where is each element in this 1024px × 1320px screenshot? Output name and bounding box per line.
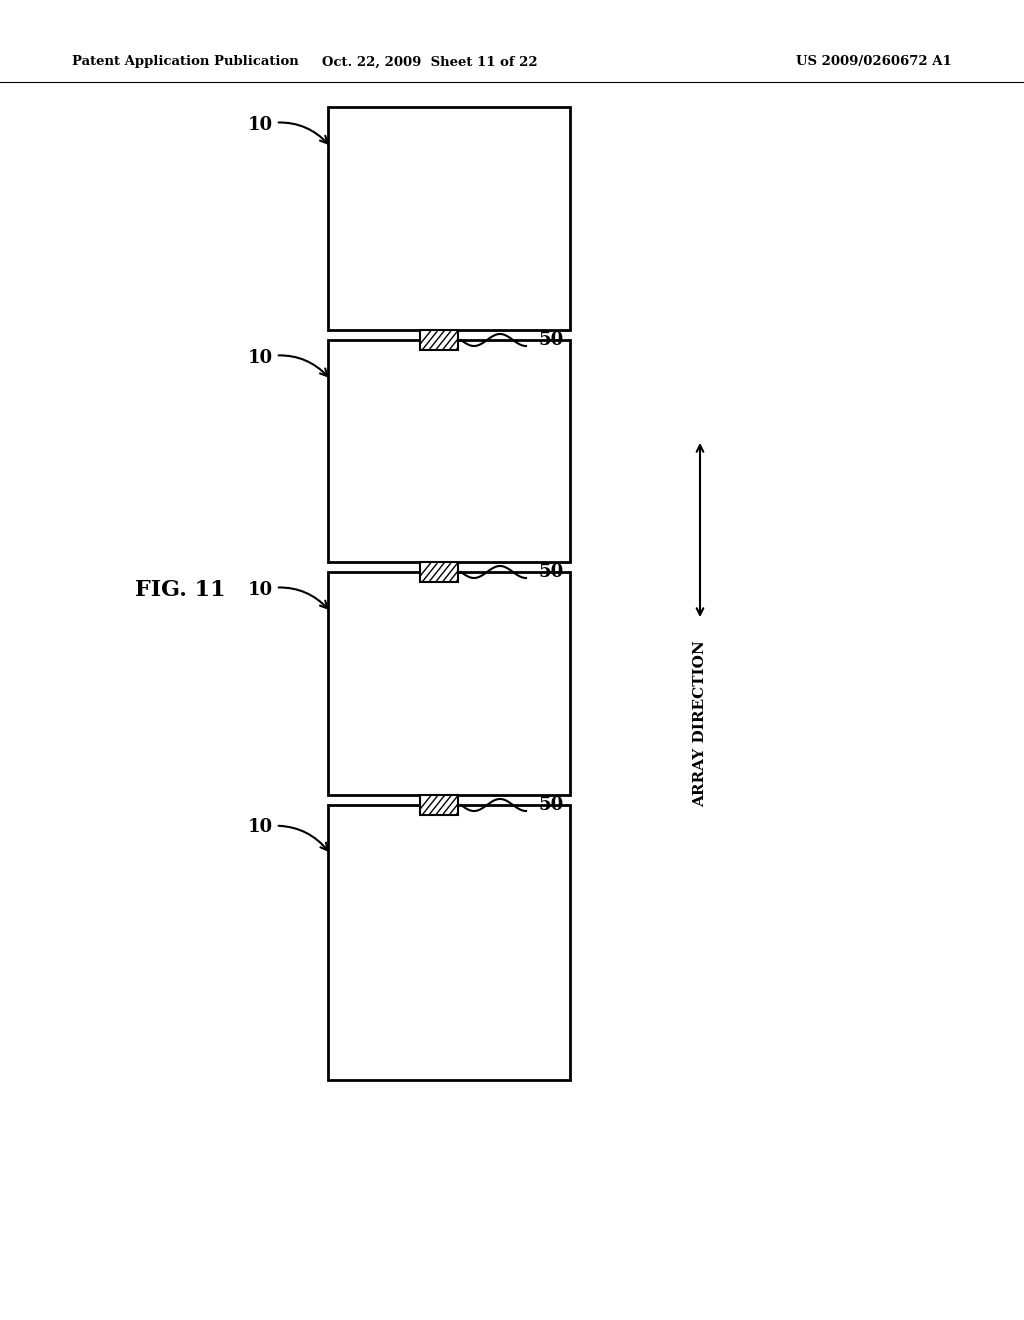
Text: 50: 50 [538, 331, 563, 348]
Bar [420, 330, 458, 350]
Bar [420, 562, 458, 582]
Text: Patent Application Publication: Patent Application Publication [72, 55, 299, 69]
Bar [328, 572, 570, 795]
Text: FIG. 11: FIG. 11 [135, 579, 225, 601]
Bar [328, 341, 570, 562]
Text: US 2009/0260672 A1: US 2009/0260672 A1 [797, 55, 952, 69]
Text: 10: 10 [248, 116, 328, 144]
Text: ARRAY DIRECTION: ARRAY DIRECTION [693, 640, 707, 807]
Text: 10: 10 [248, 818, 328, 850]
Text: 10: 10 [248, 348, 328, 376]
Bar [328, 805, 570, 1080]
Bar [328, 107, 570, 330]
Text: 50: 50 [538, 564, 563, 581]
Text: 10: 10 [248, 581, 328, 609]
Bar [420, 795, 458, 814]
Text: 50: 50 [538, 796, 563, 814]
Text: Oct. 22, 2009  Sheet 11 of 22: Oct. 22, 2009 Sheet 11 of 22 [323, 55, 538, 69]
